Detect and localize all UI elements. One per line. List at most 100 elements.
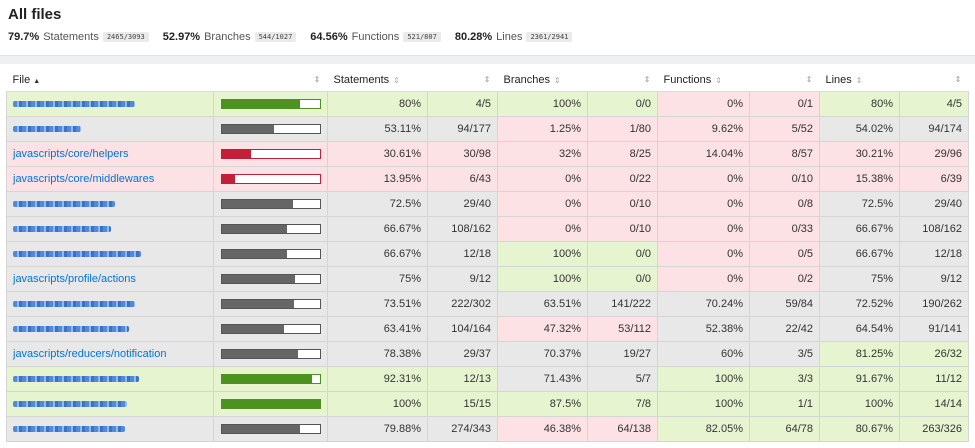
functions-fraction-cell: 0/10 <box>749 166 820 192</box>
file-cell <box>6 416 214 442</box>
summary-fraction: 544/1027 <box>254 32 297 42</box>
file-link-redacted[interactable] <box>13 373 139 385</box>
statements-pct-cell: 100% <box>327 391 428 417</box>
file-link-redacted[interactable] <box>13 223 111 235</box>
statements-pct-cell: 92.31% <box>327 366 428 392</box>
header-file[interactable]: File ▲ <box>6 69 214 92</box>
functions-fraction-cell: 8/57 <box>749 141 820 167</box>
branches-pct-cell: 0% <box>497 216 588 242</box>
coverage-bar <box>220 299 321 309</box>
header-lines-frac[interactable]: ⇕ <box>899 69 969 92</box>
file-link-redacted[interactable] <box>13 123 81 135</box>
functions-fraction-cell: 0/2 <box>749 266 820 292</box>
file-cell: javascripts/core/helpers <box>6 141 214 167</box>
statements-pct-cell: 13.95% <box>327 166 428 192</box>
lines-pct-cell: 66.67% <box>819 216 900 242</box>
coverage-bar <box>220 224 321 234</box>
coverage-bar <box>220 249 321 259</box>
table-row: 80% 4/5 100% 0/0 0% 0/1 80% 4/5 <box>6 91 969 117</box>
table-row: 66.67% 108/162 0% 0/10 0% 0/33 66.67% 108/162 <box>6 216 969 242</box>
coverage-summary: 79.7% Statements 2465/3093 52.97% Branch… <box>8 31 573 43</box>
summary-label: Branches <box>204 31 251 43</box>
redacted-filename <box>13 301 135 308</box>
file-cell: javascripts/reducers/notification <box>6 341 214 367</box>
functions-fraction-cell: 59/84 <box>749 291 820 317</box>
file-link[interactable]: javascripts/reducers/notification <box>13 348 167 360</box>
functions-pct-cell: 52.38% <box>657 316 750 342</box>
functions-fraction-cell: 0/5 <box>749 241 820 267</box>
coverage-bar-cell <box>213 141 328 167</box>
file-link[interactable]: javascripts/profile/actions <box>13 273 136 285</box>
file-link-redacted[interactable] <box>13 323 129 335</box>
coverage-bar-cell <box>213 366 328 392</box>
functions-pct-cell: 100% <box>657 366 750 392</box>
branches-pct-cell: 47.32% <box>497 316 588 342</box>
statements-fraction-cell: 9/12 <box>427 266 498 292</box>
header-statements-frac[interactable]: ⇕ <box>427 69 498 92</box>
functions-pct-cell: 0% <box>657 266 750 292</box>
header-branches[interactable]: Branches ⇕ <box>497 69 588 92</box>
redacted-filename <box>13 376 139 383</box>
functions-fraction-cell: 3/3 <box>749 366 820 392</box>
sort-icon: ⇕ <box>715 76 722 85</box>
branches-fraction-cell: 64/138 <box>587 416 658 442</box>
summary-pct: 80.28% <box>454 31 493 43</box>
table-row: 100% 15/15 87.5% 7/8 100% 1/1 100% 14/14 <box>6 391 969 417</box>
functions-pct-cell: 0% <box>657 166 750 192</box>
statements-fraction-cell: 104/164 <box>427 316 498 342</box>
file-link[interactable]: javascripts/core/helpers <box>13 148 129 160</box>
redacted-filename <box>13 251 141 258</box>
header-lines[interactable]: Lines ⇕ <box>819 69 900 92</box>
statements-pct-cell: 72.5% <box>327 191 428 217</box>
header-file-bar[interactable]: ⇕ <box>213 69 328 92</box>
table-row: javascripts/core/helpers 30.61% 30/98 32% 8/… <box>6 141 969 167</box>
file-link-redacted[interactable] <box>13 398 127 410</box>
file-link[interactable]: javascripts/core/middlewares <box>13 173 155 185</box>
lines-fraction-cell: 11/12 <box>899 366 969 392</box>
branches-pct-cell: 70.37% <box>497 341 588 367</box>
file-link-redacted[interactable] <box>13 98 135 110</box>
coverage-bar <box>220 399 321 409</box>
file-link-redacted[interactable] <box>13 198 115 210</box>
statements-pct-cell: 73.51% <box>327 291 428 317</box>
header-statements[interactable]: Statements ⇕ <box>327 69 428 92</box>
table-row: javascripts/core/middlewares 13.95% 6/43 0%… <box>6 166 969 192</box>
coverage-bar-cell <box>213 266 328 292</box>
summary-pct: 64.56% <box>310 31 348 43</box>
sort-icon: ⇕ <box>553 76 561 85</box>
lines-fraction-cell: 12/18 <box>899 241 969 267</box>
table-row: 72.5% 29/40 0% 0/10 0% 0/8 72.5% 29/40 <box>6 191 969 217</box>
summary-statements: 79.7% Statements 2465/3093 <box>8 31 149 43</box>
coverage-bar-fill <box>221 275 295 283</box>
coverage-bar-cell <box>213 391 328 417</box>
branches-pct-cell: 100% <box>497 266 588 292</box>
summary-label: Statements <box>43 31 99 43</box>
header-functions-label: Functions <box>663 74 712 86</box>
header-functions-frac[interactable]: ⇕ <box>749 69 820 92</box>
coverage-bar-cell <box>213 91 328 117</box>
branches-pct-cell: 0% <box>497 191 588 217</box>
statements-pct-cell: 30.61% <box>327 141 428 167</box>
file-link-redacted[interactable] <box>13 423 125 435</box>
statements-pct-cell: 66.67% <box>327 216 428 242</box>
file-link-redacted[interactable] <box>13 248 141 260</box>
file-link-redacted[interactable] <box>13 298 135 310</box>
table-row: javascripts/reducers/notification 78.38% 2… <box>6 341 969 367</box>
coverage-bar-cell <box>213 216 328 242</box>
coverage-bar-fill <box>221 200 293 208</box>
functions-pct-cell: 100% <box>657 391 750 417</box>
coverage-bar <box>220 124 321 134</box>
branches-pct-cell: 100% <box>497 91 588 117</box>
coverage-bar <box>220 349 321 359</box>
lines-pct-cell: 72.52% <box>819 291 900 317</box>
functions-fraction-cell: 5/52 <box>749 116 820 142</box>
file-cell <box>6 366 214 392</box>
functions-pct-cell: 14.04% <box>657 141 750 167</box>
lines-fraction-cell: 29/40 <box>899 191 969 217</box>
header-branches-frac[interactable]: ⇕ <box>587 69 658 92</box>
branches-pct-cell: 71.43% <box>497 366 588 392</box>
summary-branches: 52.97% Branches 544/1027 <box>163 31 297 43</box>
summary-lines: 80.28% Lines 2361/2941 <box>455 31 573 43</box>
header-functions[interactable]: Functions ⇕ <box>657 69 750 92</box>
functions-fraction-cell: 0/1 <box>749 91 820 117</box>
